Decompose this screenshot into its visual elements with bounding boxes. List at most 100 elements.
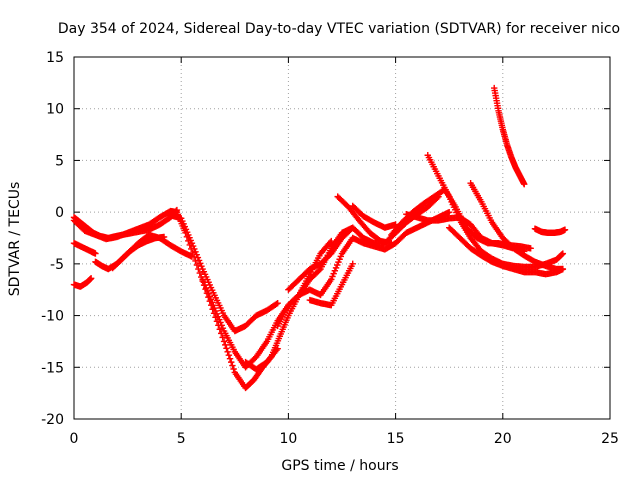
data-point [334, 261, 341, 269]
data-point [207, 296, 215, 303]
data-point [223, 345, 230, 352]
series-track-20 [491, 84, 528, 188]
data-point [337, 253, 345, 260]
data-point [332, 264, 340, 272]
data-point [201, 281, 209, 289]
data-point [225, 352, 233, 359]
series-track-19 [467, 179, 567, 273]
data-point [212, 307, 219, 315]
y-tick-label: 15 [46, 50, 64, 66]
x-axis-label: GPS time / hours [281, 458, 398, 474]
data-point [336, 256, 343, 263]
data-point [229, 362, 236, 369]
series-track-21 [531, 225, 569, 237]
data-point [191, 245, 198, 253]
data-point [214, 313, 222, 320]
data-point [208, 299, 216, 306]
data-point [219, 325, 227, 332]
data-point [188, 239, 196, 247]
data-point [331, 267, 339, 274]
y-tick-label: -10 [41, 309, 64, 325]
y-tick-label: -5 [50, 257, 64, 273]
data-point [222, 341, 229, 349]
plot-frame [73, 56, 611, 420]
y-tick-label: 5 [55, 153, 64, 169]
chart-title: Day 354 of 2024, Sidereal Day-to-day VTE… [58, 21, 620, 37]
data-point [211, 304, 218, 312]
data-point [329, 273, 336, 280]
x-tick-label: 25 [601, 431, 619, 447]
data-point [196, 269, 203, 277]
series-track-11 [285, 224, 356, 293]
y-tick-label: -20 [41, 412, 64, 428]
data-point [172, 207, 180, 215]
data-point [216, 316, 223, 323]
data-point [274, 299, 281, 307]
data-point [193, 261, 201, 269]
data-point [218, 322, 225, 329]
data-point [188, 253, 196, 260]
series-track-14 [349, 202, 399, 231]
data-point [216, 326, 223, 333]
data-point [328, 276, 335, 283]
data-point [206, 293, 213, 300]
series-track-8 [199, 208, 453, 371]
series-track-3 [70, 239, 99, 257]
data-point [349, 224, 356, 231]
data-point [446, 208, 453, 216]
x-tick-label: 10 [279, 431, 297, 447]
data-point [273, 300, 280, 308]
x-tick-label: 20 [494, 431, 512, 447]
data-point [199, 276, 206, 283]
series-track-12 [306, 260, 356, 309]
data-point [217, 319, 224, 326]
data-point [274, 345, 281, 352]
grid-lines [74, 57, 610, 419]
data-point [205, 290, 212, 297]
data-point [200, 279, 208, 286]
data-point [195, 257, 203, 264]
data-point [204, 287, 211, 295]
data-point [224, 348, 231, 355]
data-point [203, 284, 210, 292]
data-point [521, 181, 528, 188]
data-point [213, 310, 221, 318]
data-point [92, 250, 99, 257]
data-point [561, 226, 569, 233]
series-track-7 [167, 212, 281, 335]
data-point [192, 248, 199, 255]
data-points [70, 84, 569, 392]
data-point [160, 233, 168, 241]
y-axis-label: SDTVAR / TECUs [7, 182, 23, 297]
x-tick-label: 5 [177, 431, 186, 447]
x-tick-label: 15 [387, 431, 405, 447]
data-point [330, 270, 337, 277]
data-point [230, 365, 237, 373]
data-point [226, 355, 234, 362]
x-tick-label: 0 [70, 431, 79, 447]
data-point [220, 338, 228, 345]
series-track-6 [109, 233, 168, 272]
data-point [527, 245, 534, 252]
data-point [197, 260, 204, 267]
data-point [316, 266, 323, 274]
y-tick-label: 10 [46, 102, 64, 118]
data-point [348, 225, 355, 233]
y-tick-label: -15 [41, 360, 64, 376]
y-axis-ticks: -20 -15 -10 -5 0 5 10 15 [41, 50, 610, 428]
series-track-13 [334, 193, 395, 247]
data-point [193, 251, 200, 258]
data-point [194, 254, 202, 261]
data-point [173, 206, 181, 214]
data-point [388, 239, 395, 247]
data-point [228, 358, 235, 366]
data-point [210, 302, 217, 309]
x-axis-ticks: 0 5 10 15 20 25 [70, 57, 619, 447]
data-point [198, 262, 205, 270]
data-point [87, 275, 95, 282]
data-point [559, 265, 567, 273]
y-tick-label: 0 [55, 205, 64, 221]
data-point [335, 258, 342, 266]
data-point [349, 260, 356, 268]
